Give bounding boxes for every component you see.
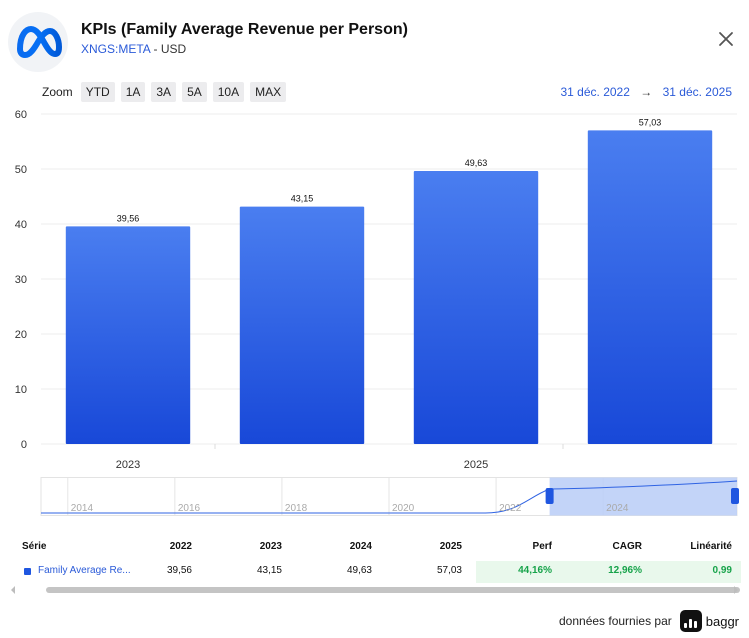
navigator-handle-right[interactable]: [731, 488, 739, 504]
navigator-series-line: [41, 480, 738, 514]
y-tick-label: 40: [15, 219, 27, 231]
bar-value-label: 57,03: [639, 117, 662, 127]
table-row[interactable]: Family Average Re... 39,56 43,15 49,63 5…: [14, 561, 742, 583]
x-tick-label: 2023: [116, 459, 140, 471]
footer: données fournies par baggr: [559, 609, 739, 633]
range-navigator[interactable]: 2014 2016 2018 2020 2022 2024: [0, 477, 749, 517]
brand-name[interactable]: baggr: [705, 613, 739, 629]
col-header-2025: 2025: [439, 541, 462, 552]
cell-2023: 43,15: [256, 565, 282, 576]
date-from-input[interactable]: 31 déc. 2022: [560, 85, 630, 99]
col-header-linearite: Linéarité: [690, 541, 732, 552]
zoom-label: Zoom: [42, 85, 73, 99]
bar-value-label: 39,56: [117, 213, 140, 223]
bar-2024[interactable]: [413, 171, 539, 444]
cell-perf: 44,16%: [518, 565, 552, 576]
summary-table: Série 2022 2023 2024 2025 Perf CAGR Liné…: [14, 537, 742, 583]
col-header-cagr: CAGR: [612, 541, 642, 552]
zoom-10a-button[interactable]: 10A: [212, 82, 245, 102]
page-title: KPIs (Family Average Revenue per Person): [81, 21, 408, 38]
bar-2022[interactable]: [65, 226, 191, 444]
ticker-link[interactable]: XNGS:META: [81, 42, 151, 56]
navigator-year-label: 2024: [606, 503, 629, 514]
table-header: Série 2022 2023 2024 2025 Perf CAGR Liné…: [14, 537, 742, 557]
col-header-perf: Perf: [532, 541, 552, 552]
y-tick-label: 30: [15, 274, 27, 286]
cell-linearite: 0,99: [712, 565, 732, 576]
zoom-max-button[interactable]: MAX: [250, 82, 287, 102]
footer-attribution: données fournies par: [559, 614, 672, 628]
cell-2024: 49,63: [346, 565, 372, 576]
x-tick-label: 2025: [464, 459, 488, 471]
navigator-year-label: 2014: [71, 503, 94, 514]
subtitle: XNGS:META - USD: [81, 42, 186, 56]
series-color-swatch: [24, 568, 31, 575]
scroll-left-icon[interactable]: [10, 586, 16, 594]
y-tick-label: 50: [15, 164, 27, 176]
y-tick-label: 60: [15, 109, 27, 121]
baggr-logo-icon[interactable]: [679, 610, 702, 632]
bar-chart: 0 10 20 30 40 50 60 39,56 43,15 49,63 57,03 2023 2…: [15, 109, 737, 471]
currency-label: USD: [160, 42, 187, 56]
cell-cagr: 12,96%: [608, 565, 642, 576]
zoom-ytd-button[interactable]: YTD: [80, 82, 115, 102]
date-to-input[interactable]: 31 déc. 2025: [662, 85, 732, 99]
arrow-right-icon: →: [640, 85, 653, 99]
zoom-controls: Zoom YTD 1A 3A 5A 10A MAX: [42, 82, 287, 102]
navigator-year-label: 2016: [178, 503, 201, 514]
meta-infinity-icon: [17, 26, 62, 58]
y-tick-label: 0: [21, 439, 27, 451]
scroll-right-icon[interactable]: [733, 586, 739, 594]
navigator-year-label: 2020: [392, 503, 415, 514]
zoom-1a-button[interactable]: 1A: [120, 82, 146, 102]
zoom-3a-button[interactable]: 3A: [151, 82, 177, 102]
col-header-serie: Série: [22, 541, 47, 552]
y-tick-label: 20: [15, 329, 27, 341]
table-scrollbar[interactable]: [10, 586, 740, 594]
cell-2025: 57,03: [436, 565, 462, 576]
zoom-5a-button[interactable]: 5A: [182, 82, 207, 102]
close-button[interactable]: [715, 28, 737, 50]
y-tick-label: 10: [15, 384, 27, 396]
bar-2025[interactable]: [587, 130, 713, 444]
col-header-2024: 2024: [349, 541, 372, 552]
navigator-selection[interactable]: [549, 477, 737, 516]
col-header-2022: 2022: [169, 541, 192, 552]
bar-value-label: 49,63: [465, 158, 488, 168]
cell-2022: 39,56: [166, 565, 192, 576]
close-icon: [719, 32, 733, 46]
scrollbar-thumb[interactable]: [46, 587, 740, 593]
date-range: 31 déc. 2022 → 31 déc. 2025: [561, 85, 733, 99]
navigator-handle-left[interactable]: [545, 488, 554, 504]
navigator-year-label: 2022: [499, 503, 522, 514]
bar-value-label: 43,15: [291, 194, 314, 204]
col-header-2023: 2023: [259, 541, 282, 552]
highlight-cell-bg: [476, 561, 741, 583]
meta-logo: [8, 12, 68, 72]
navigator-year-label: 2018: [285, 503, 308, 514]
series-name-link[interactable]: Family Average Re...: [38, 565, 131, 576]
bar-2023[interactable]: [239, 206, 365, 444]
subtitle-separator: -: [153, 42, 158, 56]
header: KPIs (Family Average Revenue per Person)…: [8, 12, 743, 72]
